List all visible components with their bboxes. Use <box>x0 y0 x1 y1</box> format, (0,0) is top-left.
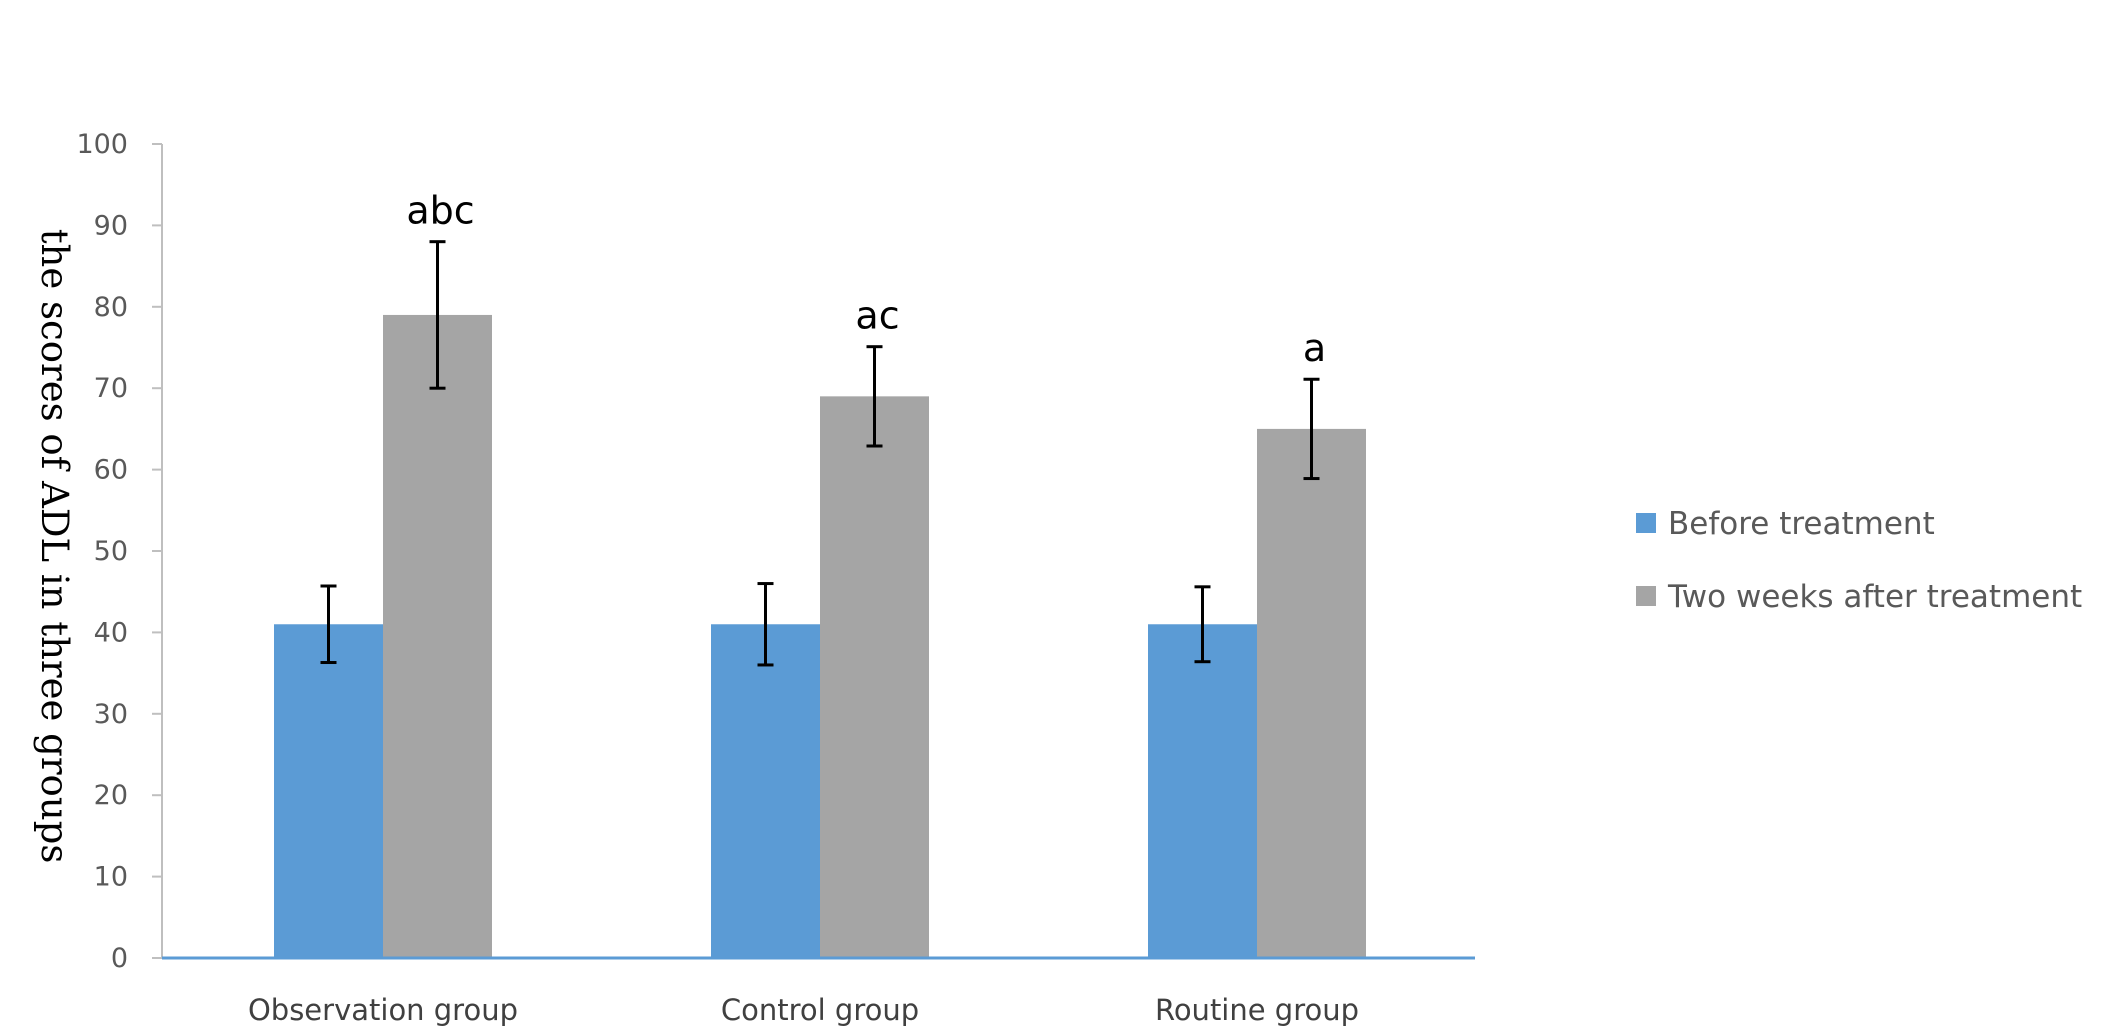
bar-before-1 <box>711 624 820 958</box>
significance-label: ac <box>855 294 899 338</box>
legend-label: Two weeks after treatment <box>1667 579 2082 615</box>
significance-label: a <box>1303 326 1326 370</box>
x-category-label: Control group <box>721 993 919 1027</box>
y-axis-title: the scores of ADL in three groups <box>33 229 76 864</box>
y-axis: 0 10 20 30 40 50 60 70 80 90 100 <box>76 129 163 974</box>
x-axis: Observation group Control group Routine gr… <box>162 956 1475 1027</box>
y-tick-label: 100 <box>76 129 128 160</box>
legend: Before treatment Two weeks after treatmen… <box>1636 506 2082 615</box>
y-tick-label: 40 <box>94 617 128 648</box>
legend-swatch <box>1636 513 1656 533</box>
y-tick-label: 10 <box>94 862 128 893</box>
significance-label: abc <box>406 189 474 233</box>
legend-swatch <box>1636 586 1656 606</box>
bars <box>274 314 1366 959</box>
bar-after-2 <box>1257 428 1366 958</box>
bar-before-2 <box>1148 624 1257 958</box>
bar-after-1 <box>820 396 929 959</box>
y-tick-label: 90 <box>94 210 128 241</box>
error-bars <box>320 240 1320 667</box>
y-tick-label: 60 <box>94 455 128 486</box>
y-tick-label: 30 <box>94 699 128 730</box>
x-category-label: Observation group <box>248 993 518 1027</box>
bar-before-0 <box>274 624 383 958</box>
y-tick-label: 80 <box>94 292 128 323</box>
y-tick-label: 20 <box>94 780 128 811</box>
x-category-label: Routine group <box>1155 993 1359 1027</box>
y-tick-label: 50 <box>94 536 128 567</box>
bar-after-0 <box>383 314 492 958</box>
y-tick-label: 0 <box>111 943 128 974</box>
significance-labels: abc ac a <box>406 189 1326 371</box>
legend-label: Before treatment <box>1668 506 1935 542</box>
y-tick-label: 70 <box>94 373 128 404</box>
